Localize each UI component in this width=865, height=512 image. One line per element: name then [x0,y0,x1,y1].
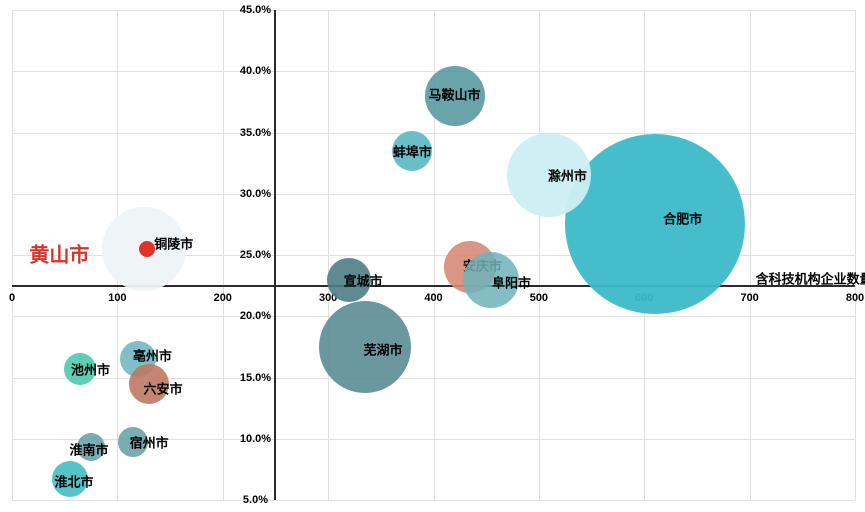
x-tick-label: 0 [9,292,15,304]
y-tick-label: 10.0% [240,433,271,445]
x-tick-label: 500 [530,292,548,304]
x-tick-label: 100 [108,292,126,304]
highlight-label-huangshan: 黄山市 [29,238,89,267]
bubble-合肥市 [565,134,745,314]
bubble-label-淮南市: 淮南市 [70,440,109,459]
grid-line-horizontal [12,10,855,11]
bubble-label-亳州市: 亳州市 [133,346,172,365]
bubble-label-淮北市: 淮北市 [54,472,93,491]
grid-line-horizontal [12,133,855,134]
y-tick-label: 20.0% [240,310,271,322]
y-tick-label: 25.0% [240,249,271,261]
y-tick-label: 40.0% [240,65,271,77]
bubble-label-合肥市: 合肥市 [663,209,702,228]
x-axis-title: 含科技机构企业数量 [756,268,865,287]
y-axis-line [274,10,276,500]
grid-line-horizontal [12,500,855,501]
bubble-label-滁州市: 滁州市 [548,166,587,185]
y-tick-label: 35.0% [240,127,271,139]
x-tick-label: 400 [424,292,442,304]
x-tick-label: 700 [740,292,758,304]
bubble-label-宣城市: 宣城市 [344,270,383,289]
y-tick-label: 45.0% [240,4,271,16]
bubble-label-蚌埠市: 蚌埠市 [393,141,432,160]
bubble-label-阜阳市: 阜阳市 [492,272,531,291]
bubble-label-池州市: 池州市 [71,359,110,378]
x-tick-label: 200 [214,292,232,304]
grid-line-vertical [855,10,856,500]
x-tick-label: 800 [846,292,864,304]
grid-line-horizontal [12,316,855,317]
y-tick-label: 5.0% [243,494,268,506]
grid-line-horizontal [12,71,855,72]
bubble-chart: 5.0% 10.0% 15.0% 20.0% 25.0% 30.0% 35.0% 40.0% 4… [0,0,865,512]
y-tick-label: 30.0% [240,188,271,200]
bubble-label-马鞍山市: 马鞍山市 [429,84,481,103]
bubble-label-宿州市: 宿州市 [130,433,169,452]
y-tick-label: 15.0% [240,372,271,384]
bubble-铜陵市-dot [139,241,155,257]
bubble-label-六安市: 六安市 [143,378,182,397]
bubble-label-芜湖市: 芜湖市 [363,339,402,358]
bubble-label-铜陵市: 铜陵市 [154,233,193,252]
